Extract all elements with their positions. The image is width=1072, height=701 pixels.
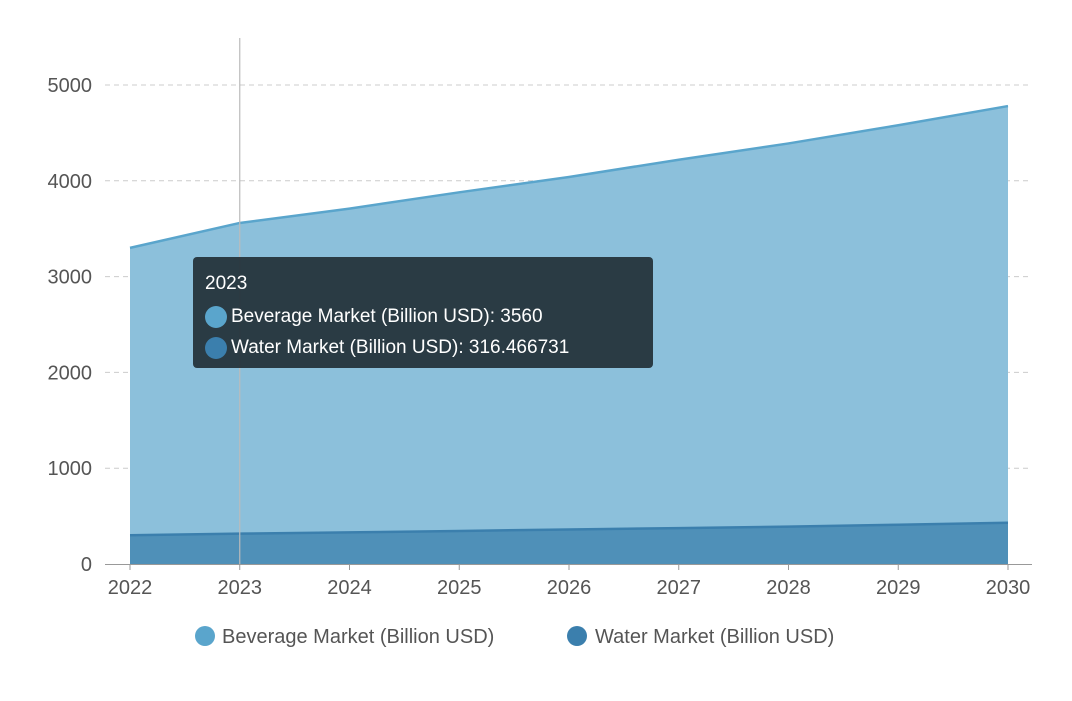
tooltip-row-beverage-text: Beverage Market (Billion USD): 3560: [231, 306, 543, 327]
x-tick-label-2025: 2025: [437, 577, 482, 599]
beverage-series-dot: [205, 305, 227, 328]
y-tick-label-0: 0: [81, 554, 92, 576]
y-tick-label-3000: 3000: [48, 267, 93, 289]
water-series-dot: [205, 336, 227, 359]
legend-label-beverage: Beverage Market (Billion USD): [222, 626, 494, 648]
x-tick-label-2024: 2024: [327, 577, 372, 599]
x-tick-label-2030: 2030: [986, 577, 1031, 599]
y-tick-label-2000: 2000: [48, 362, 93, 384]
water-line: [129, 521, 1009, 537]
beverage-line: [129, 104, 1009, 250]
legend-icon-beverage: [195, 626, 215, 646]
legend-icon-water: [567, 626, 587, 646]
tooltip-row-beverage: Beverage Market (Billion USD): 3560: [205, 301, 641, 332]
x-tick-label-2023: 2023: [218, 577, 263, 599]
x-tick-label-2029: 2029: [876, 577, 921, 599]
x-tick-label-2026: 2026: [547, 577, 592, 599]
tooltip-title: 2023: [205, 273, 248, 294]
legend-label-water: Water Market (Billion USD): [595, 626, 834, 648]
y-tick-label-1000: 1000: [48, 458, 93, 480]
x-tick-label-2028: 2028: [766, 577, 811, 599]
tooltip-row-water-text: Water Market (Billion USD): 316.466731: [231, 337, 570, 358]
x-tick-label-2022: 2022: [108, 577, 153, 599]
y-tick-label-5000: 5000: [48, 75, 93, 97]
tooltip-row-water: Water Market (Billion USD): 316.466731: [205, 332, 641, 363]
y-tick-label-4000: 4000: [48, 171, 93, 193]
chart-tooltip: 2023 Beverage Market (Billion USD): 3560…: [193, 257, 653, 368]
x-tick-label-2027: 2027: [657, 577, 702, 599]
